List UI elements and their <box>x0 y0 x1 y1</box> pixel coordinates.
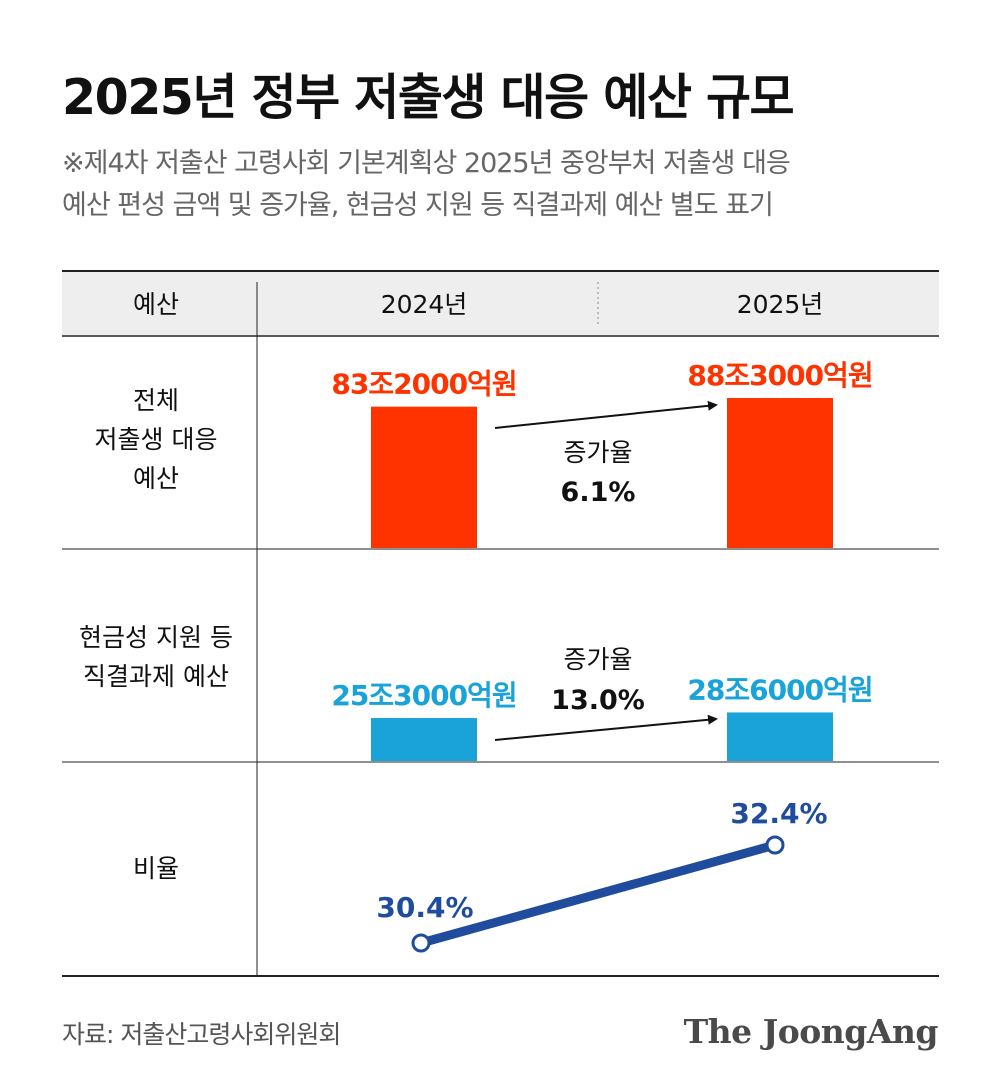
publisher-logo: The JoongAng <box>683 1012 939 1051</box>
row-label-cash-line-1: 현금성 지원 등 <box>79 623 233 652</box>
row-label-cash: 현금성 지원 등 직결과제 예산 <box>79 623 233 691</box>
subtitle-line-2: 예산 편성 금액 및 증가율, 현금성 지원 등 직결과제 예산 별도 표기 <box>62 190 774 221</box>
bar-cash-2025 <box>727 712 833 761</box>
row-label-total: 전체 저출생 대응 예산 <box>95 386 218 493</box>
value-label-total-2025: 88조3000억원 <box>687 359 872 392</box>
ratio-line <box>416 840 780 948</box>
source-note: 자료: 저출산고령사회위원회 <box>62 1020 341 1049</box>
ratio-label-2025: 32.4% <box>730 797 827 830</box>
header-year-2024: 2024년 <box>381 290 468 319</box>
ratio-point-2025 <box>765 835 785 855</box>
value-label-cash-2025: 28조6000억원 <box>687 673 872 706</box>
growth-arrow-total <box>494 400 718 429</box>
row-label-total-line-1: 전체 <box>133 386 179 415</box>
header-year-2025: 2025년 <box>737 290 824 319</box>
growth-label-total: 증가율 <box>563 438 632 467</box>
header-row-label: 예산 <box>133 290 179 319</box>
growth-arrow-cash <box>494 714 718 741</box>
ratio-label-2024: 30.4% <box>376 891 473 924</box>
chart-subtitle: ※제4차 저출산 고령사회 기본계획상 2025년 중앙부처 저출생 대응 예산… <box>62 143 791 227</box>
row-label-ratio: 비율 <box>133 854 179 883</box>
value-label-total-2024: 83조2000억원 <box>331 368 516 401</box>
bar-total-2025 <box>727 398 833 548</box>
growth-value-total: 6.1% <box>561 477 636 508</box>
ratio-point-2024 <box>411 933 431 953</box>
chart-title: 2025년 정부 저출생 대응 예산 규모 <box>62 69 795 126</box>
growth-label-cash: 증가율 <box>563 645 632 674</box>
row-label-cash-line-2: 직결과제 예산 <box>83 662 229 691</box>
row-label-total-line-3: 예산 <box>133 464 179 493</box>
value-label-cash-2024: 25조3000억원 <box>331 679 516 712</box>
bar-total-2024 <box>371 406 477 548</box>
subtitle-line-1: ※제4차 저출산 고령사회 기본계획상 2025년 중앙부처 저출생 대응 <box>62 148 791 179</box>
table-header-bg <box>62 272 939 335</box>
row-label-total-line-2: 저출생 대응 <box>95 425 218 454</box>
growth-value-cash: 13.0% <box>551 685 645 716</box>
bar-cash-2024 <box>371 718 477 761</box>
